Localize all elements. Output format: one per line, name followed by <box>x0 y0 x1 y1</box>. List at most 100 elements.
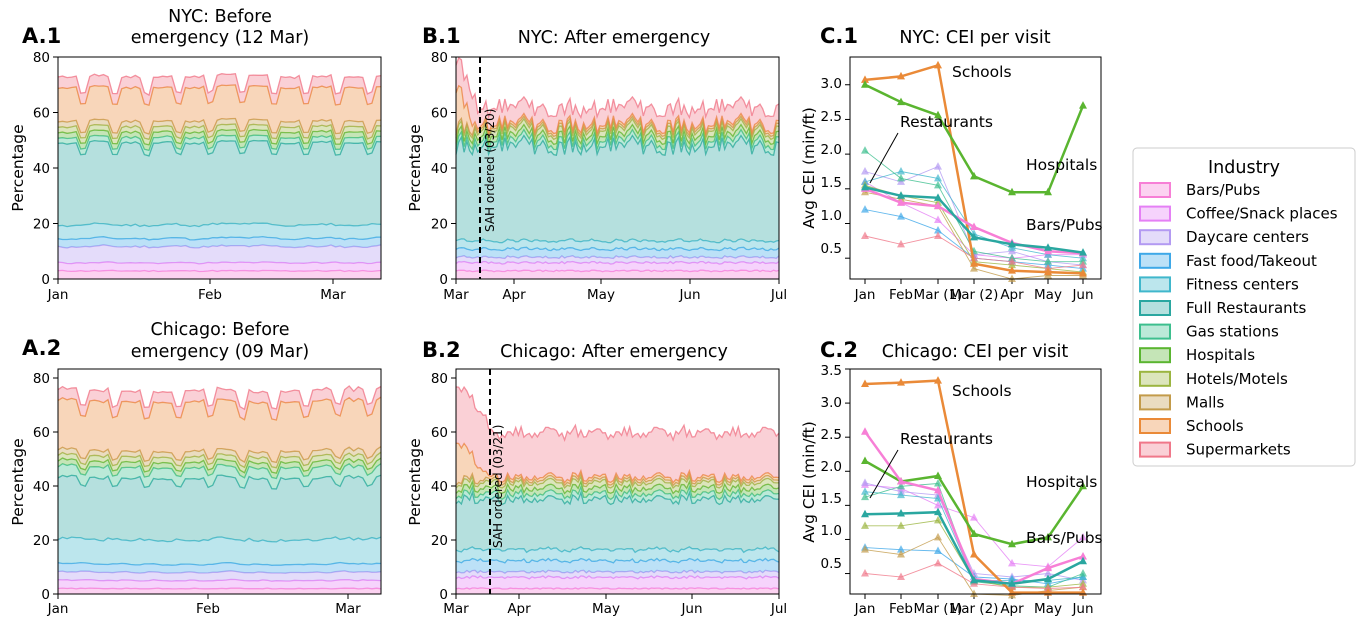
area-daycare-centers <box>58 244 381 264</box>
area-line-malls <box>57 446 382 464</box>
annot-c2-hospitals: Hospitals <box>1026 473 1097 491</box>
area-fast-food-takeout <box>456 558 779 574</box>
xtick-label: Mar <box>320 287 346 303</box>
xtick-label: Mar <box>443 601 469 617</box>
title-b1: NYC: After emergency <box>518 28 711 48</box>
legend-swatch-malls <box>1139 394 1171 411</box>
panel-c2: C.2 Chicago: CEI per visit Avg CEI (min/… <box>800 338 1103 617</box>
panel-label-c2: C.2 <box>820 338 858 362</box>
area-full-restaurants <box>58 475 381 542</box>
area-line-schools <box>57 396 382 421</box>
area-line-bars-pubs <box>57 269 382 273</box>
point-fitness-centers <box>897 490 905 499</box>
area-hotels-motels <box>456 118 779 145</box>
point-coffee-snack-places <box>934 215 942 224</box>
point-hospitals <box>1079 101 1087 109</box>
area-gas-stations <box>456 487 779 505</box>
point-malls <box>934 532 942 541</box>
plot-a1 <box>57 72 382 279</box>
panel-label-b1: B.1 <box>422 24 461 48</box>
area-malls <box>456 473 779 488</box>
ytick-label: 40 <box>33 161 50 177</box>
ylabel-b2: Percentage <box>406 438 424 525</box>
ytick-label: 1.5 <box>821 175 842 191</box>
ytick-label: 0.5 <box>821 241 842 257</box>
point-hospitals <box>934 471 942 480</box>
point-schools <box>970 549 978 558</box>
xtick-label: May <box>1034 601 1062 617</box>
legend-label-gas-stations: Gas stations <box>1186 323 1279 341</box>
area-bars-pubs <box>58 270 381 279</box>
legend-label-malls: Malls <box>1186 393 1224 411</box>
area-fitness-centers <box>456 546 779 563</box>
ytick-label: 60 <box>431 425 448 441</box>
legend-label-coffee-snack-places: Coffee/Snack places <box>1186 205 1338 223</box>
xtick-label: Jan <box>854 601 876 617</box>
point-bars-pubs <box>970 222 978 230</box>
plot-c1 <box>845 60 1087 284</box>
area-bars-pubs <box>58 588 381 594</box>
area-line-malls <box>455 471 780 487</box>
ytick-label: 3.0 <box>821 395 842 411</box>
point-fast-food-takeout <box>934 225 942 234</box>
point-malls <box>861 545 869 553</box>
xtick-label: Apr <box>1000 601 1024 617</box>
point-schools <box>897 71 905 80</box>
legend-swatch-schools <box>1139 418 1171 434</box>
point-full-restaurants <box>1079 556 1087 565</box>
point-fitness-centers <box>897 166 905 175</box>
point-daycare-centers <box>1044 569 1052 577</box>
point-supermarkets <box>897 572 905 580</box>
area-line-coffee-snack-places <box>455 575 780 580</box>
legend-label-full-restaurants: Full Restaurants <box>1186 299 1307 317</box>
point-fast-food-takeout <box>861 205 869 213</box>
ytick-label: 2.5 <box>821 109 842 125</box>
point-fitness-centers <box>934 494 942 502</box>
ytick-label: 1.5 <box>821 491 842 507</box>
area-fast-food-takeout <box>456 247 779 259</box>
area-line-gas-stations <box>455 128 780 152</box>
plot-b2 <box>455 385 780 594</box>
area-line-coffee-snack-places <box>57 261 382 265</box>
point-hotels-motels <box>897 521 905 529</box>
point-schools <box>1079 268 1087 277</box>
point-hospitals <box>1008 539 1016 548</box>
area-line-fast-food-takeout <box>57 235 382 241</box>
point-fast-food-takeout <box>897 545 905 553</box>
point-schools <box>861 379 869 387</box>
point-malls <box>970 589 978 597</box>
legend-label-fast-food-takeout: Fast food/Takeout <box>1186 252 1317 270</box>
ylabel-c2: Avg CEI (min/ft) <box>800 421 818 543</box>
title-b2: Chicago: After emergency <box>500 342 728 362</box>
area-line-fitness-centers <box>455 238 780 244</box>
area-line-bars-pubs <box>455 587 780 590</box>
area-hospitals <box>58 458 381 479</box>
legend-swatch-full-restaurants <box>1139 300 1171 316</box>
panel-label-a2: A.2 <box>22 336 61 360</box>
panel-label-c1: C.1 <box>820 24 858 48</box>
title-a2-line2: emergency (09 Mar) <box>131 342 309 362</box>
ylabel-a2: Percentage <box>9 438 27 525</box>
xtick-label: Jun <box>678 287 700 303</box>
point-hospitals <box>1079 481 1087 490</box>
area-supermarkets <box>456 57 779 134</box>
area-line-full-restaurants <box>57 474 382 490</box>
point-coffee-snack-places <box>934 500 942 509</box>
area-line-supermarkets <box>455 385 780 442</box>
legend-swatch-coffee-snack-places <box>1139 205 1171 222</box>
area-fitness-centers <box>58 223 381 240</box>
area-line-supermarkets <box>57 72 382 97</box>
point-gas-stations <box>1079 569 1087 577</box>
area-line-schools <box>57 84 382 107</box>
area-line-hotels-motels <box>57 451 382 469</box>
xtick-label: Mar (1) <box>914 287 963 303</box>
point-full-restaurants <box>934 193 942 201</box>
area-hospitals <box>456 481 779 500</box>
point-supermarkets <box>1044 584 1052 592</box>
legend-label-hotels-motels: Hotels/Motels <box>1186 370 1288 388</box>
ylabel-a1: Percentage <box>9 124 27 211</box>
xtick-label: Mar <box>443 287 469 303</box>
area-line-schools <box>455 442 780 484</box>
xtick-label: May <box>1034 287 1062 303</box>
point-full-restaurants <box>934 507 942 516</box>
